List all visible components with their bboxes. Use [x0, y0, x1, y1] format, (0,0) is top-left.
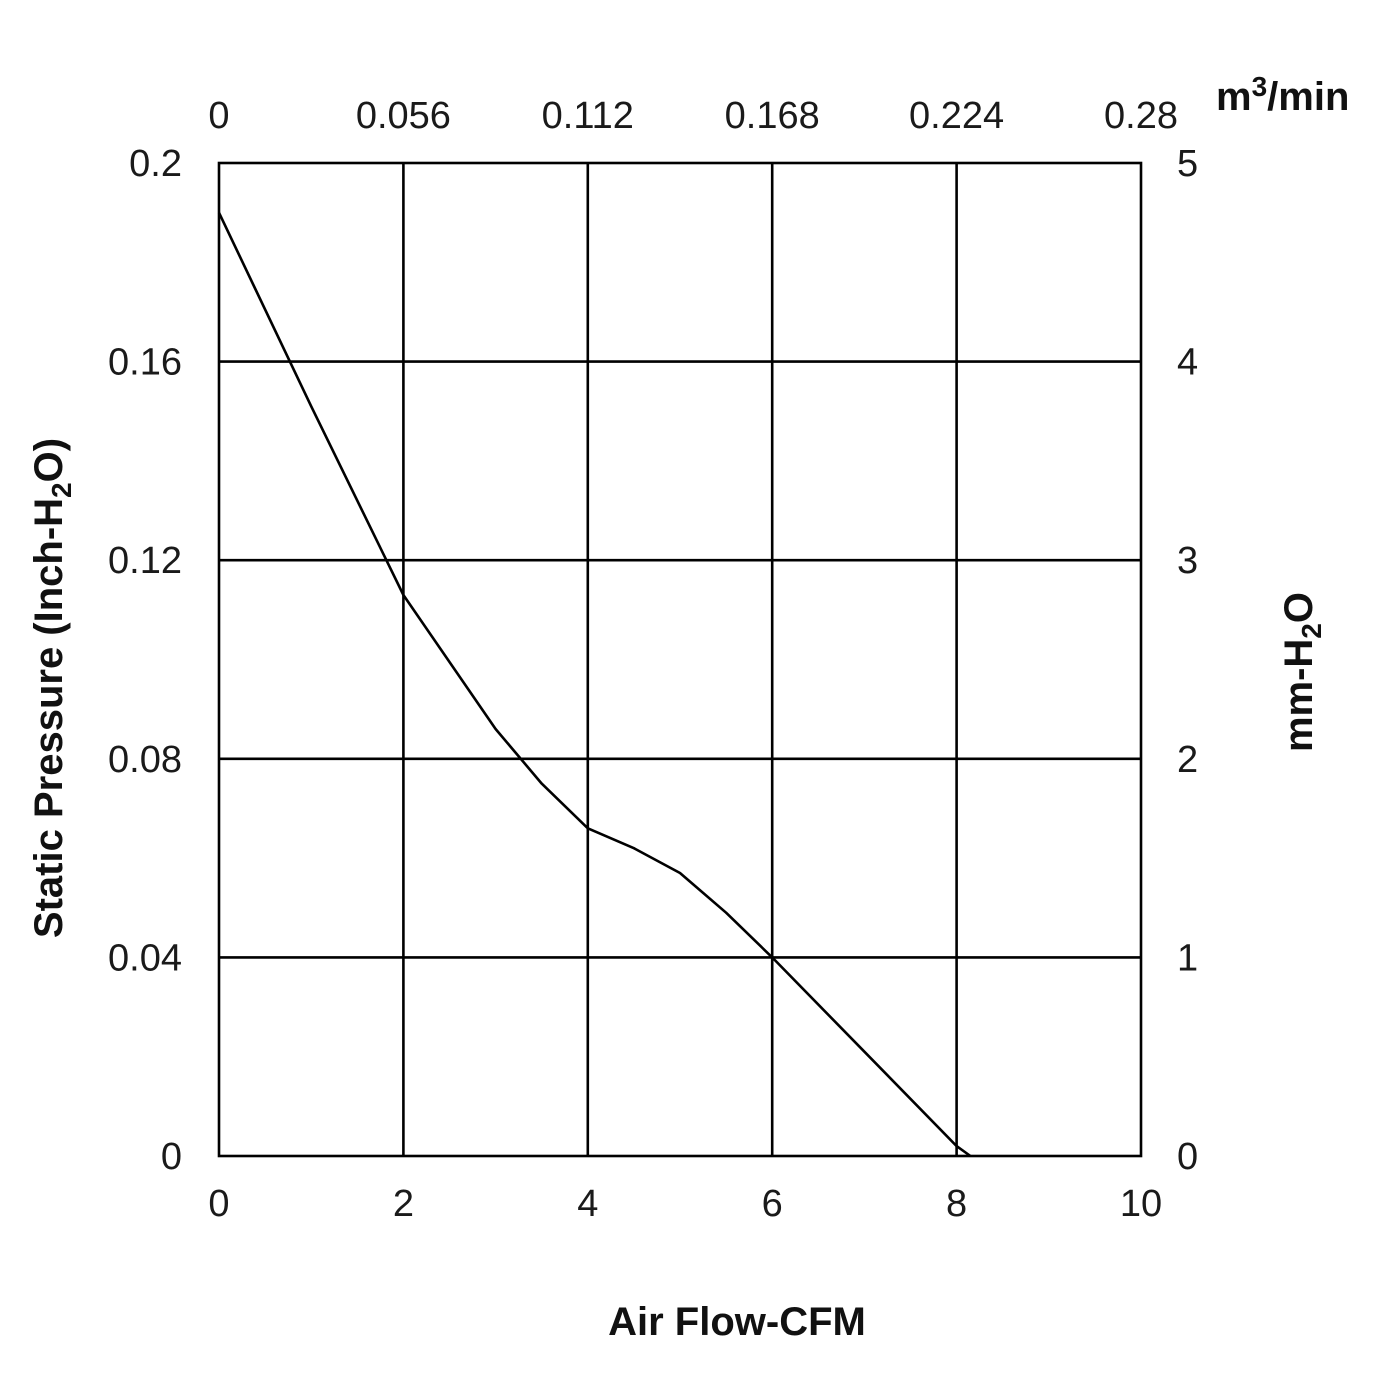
y2-axis-title: mm-H2O — [1277, 592, 1327, 752]
x-axis-title: Air Flow-CFM — [608, 1300, 866, 1344]
y-tick-label: 0.16 — [108, 342, 182, 384]
x2-tick-label: 0.112 — [542, 95, 634, 137]
y-axis-title-main: Static Pressure (Inch-H — [27, 498, 71, 938]
x2-axis-title-end: /min — [1267, 75, 1349, 119]
y-tick-label: 0.08 — [108, 739, 182, 781]
y-axis-title-subscript: 2 — [46, 482, 77, 498]
y-axis-title: Static Pressure (Inch-H2O) — [27, 438, 77, 938]
grid-lines — [219, 163, 1141, 1156]
plot-frame — [217, 161, 1143, 1158]
x-tick-label: 2 — [393, 1183, 414, 1225]
y2-tick-label: 2 — [1177, 739, 1198, 781]
y2-axis-title-subscript: 2 — [1296, 623, 1327, 639]
x-tick-label: 10 — [1120, 1183, 1162, 1225]
x2-axis-title: m3/min — [1216, 71, 1349, 119]
x2-tick-label: 0.28 — [1104, 95, 1178, 137]
x-tick-label: 4 — [577, 1183, 598, 1225]
y-tick-label: 0.04 — [108, 937, 182, 979]
pressure-curve — [217, 212, 972, 1158]
y-tick-label: 0.2 — [129, 143, 182, 185]
y2-axis-title-main: mm-H — [1277, 639, 1321, 752]
x2-tick-label: 0.056 — [356, 95, 451, 137]
x2-tick-label: 0 — [208, 95, 229, 137]
y2-tick-label: 3 — [1177, 540, 1198, 582]
x2-axis-title-main: m — [1216, 75, 1252, 119]
x2-tick-label: 0.224 — [909, 95, 1004, 137]
y2-tick-label: 4 — [1177, 342, 1198, 384]
x-tick-label: 6 — [762, 1183, 783, 1225]
x-tick-label: 0 — [208, 1183, 229, 1225]
x-tick-label: 8 — [946, 1183, 967, 1225]
y2-axis-title-end: O — [1277, 592, 1321, 623]
y-axis-title-end: O) — [27, 438, 71, 482]
x2-axis-title-superscript: 3 — [1252, 71, 1268, 102]
x2-tick-label: 0.168 — [725, 95, 820, 137]
tick-labels: 0 2 4 6 8 100 0.056 0.112 0.168 0.224 0.2800.040.0… — [108, 95, 1198, 1225]
y2-tick-label: 0 — [1177, 1136, 1198, 1178]
y2-tick-label: 1 — [1177, 937, 1198, 979]
y-tick-label: 0 — [161, 1136, 182, 1178]
y-tick-label: 0.12 — [108, 540, 182, 582]
y2-tick-label: 5 — [1177, 143, 1198, 185]
